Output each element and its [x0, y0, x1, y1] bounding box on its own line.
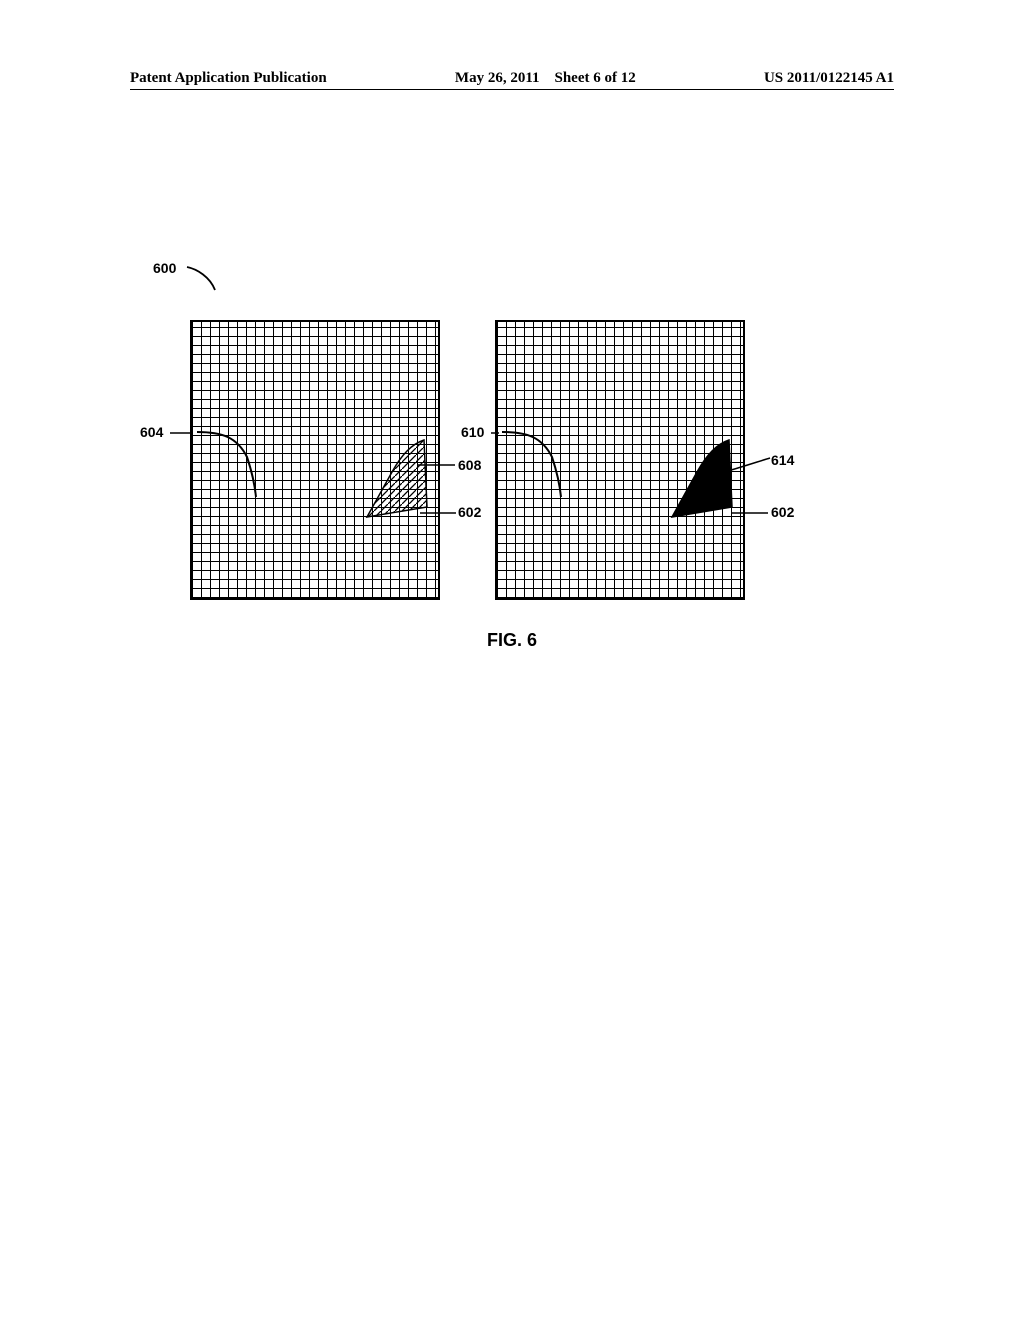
left-panel-svg: [192, 322, 442, 602]
header-sheet: Sheet 6 of 12: [555, 70, 636, 86]
figure-caption: FIG. 6: [0, 630, 1024, 651]
region-608: [367, 440, 427, 517]
reference-602-b: 602: [771, 504, 794, 520]
patent-header: Patent Application Publication May 26, 2…: [130, 70, 894, 90]
right-panel-svg: [497, 322, 747, 602]
reference-604: 604: [140, 424, 163, 440]
header-publication: Patent Application Publication: [130, 70, 327, 87]
reference-600: 600: [153, 260, 176, 276]
header-date-sheet: May 26, 2011 Sheet 6 of 12: [455, 70, 636, 87]
arrow-icon: [185, 265, 230, 305]
reference-614: 614: [771, 452, 794, 468]
header-date: May 26, 2011: [455, 70, 540, 86]
header-pubnum: US 2011/0122145 A1: [764, 70, 894, 87]
figure-panels: [190, 320, 745, 600]
right-panel: [495, 320, 745, 600]
region-614: [672, 440, 732, 517]
left-panel: [190, 320, 440, 600]
curve-610: [502, 432, 561, 497]
curve-604: [197, 432, 256, 497]
